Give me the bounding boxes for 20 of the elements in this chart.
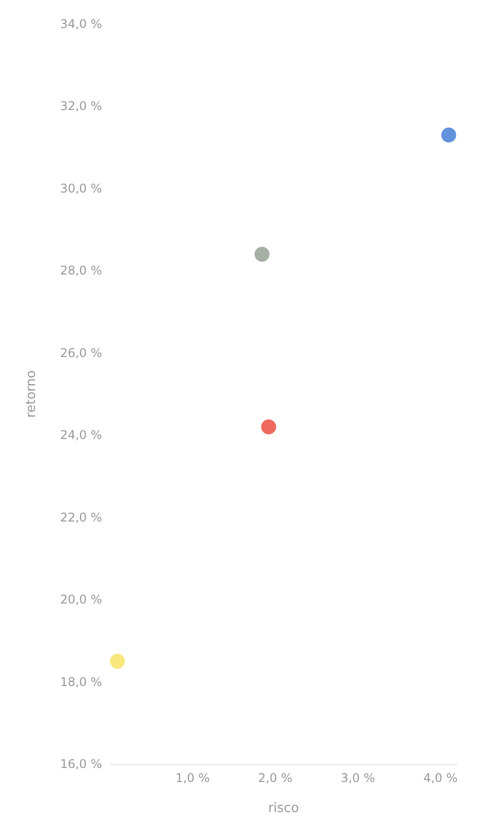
point [261, 419, 276, 434]
x-tick-label: 4,0 % [423, 771, 458, 785]
y-tick-label: 20,0 % [60, 592, 102, 607]
point [254, 246, 270, 262]
y-tick-label: 24,0 % [60, 428, 102, 442]
x-axis-title: risco [268, 801, 299, 816]
x-tick-label: 3,0 % [340, 771, 376, 785]
y-tick-label: 30,0 % [60, 181, 102, 196]
point [441, 128, 456, 142]
y-axis-title: retorno [24, 370, 39, 418]
y-tick-label: 34,0 % [60, 17, 102, 31]
y-tick-label: 18,0 % [60, 674, 102, 689]
y-tick-label: 32,0 % [60, 99, 102, 114]
y-tick-label: 22,0 % [60, 510, 102, 524]
point [110, 654, 125, 669]
x-tick-label: 2,0 % [258, 771, 292, 785]
x-tick-label: 1,0 % [175, 771, 210, 785]
y-tick-label: 28,0 % [60, 264, 102, 278]
y-tick-label: 26,0 % [60, 346, 102, 360]
y-tick-label: 16,0 % [60, 757, 102, 771]
